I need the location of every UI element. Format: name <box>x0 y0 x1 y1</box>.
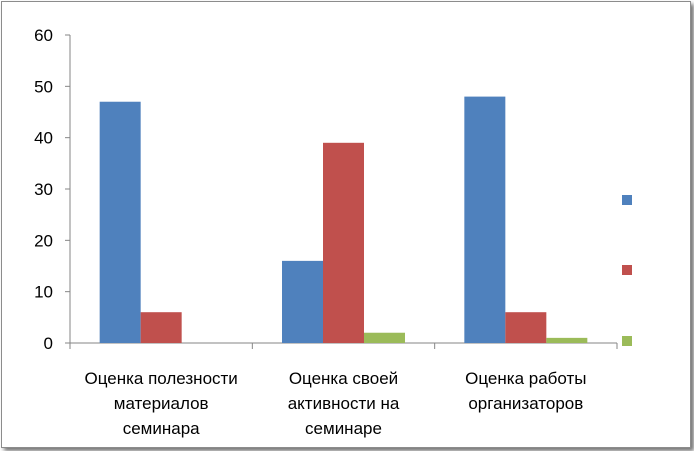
category-label-line: Оценка полезности <box>85 369 238 388</box>
y-tick-label: 50 <box>34 77 53 96</box>
category-labels: Оценка полезности материалов семинараОценк… <box>85 369 587 438</box>
category-label: Оценка полезности материалов семинара <box>85 369 238 438</box>
y-tick-label: 60 <box>34 26 53 45</box>
category-label-line: семинара <box>123 419 200 438</box>
legend-marker <box>622 195 632 205</box>
category-label: Оценка работы организаторов <box>465 369 586 413</box>
category-label-line: организаторов <box>468 394 583 413</box>
bar <box>364 332 405 343</box>
category-label-line: Оценка своей <box>289 369 398 388</box>
bar <box>505 312 547 343</box>
category-label-line: семинаре <box>305 419 382 438</box>
category-label-line: активности на <box>288 394 400 413</box>
y-tick-label: 30 <box>34 180 53 199</box>
y-tick-label: 0 <box>44 334 53 353</box>
legend-marker <box>622 265 632 275</box>
category-label: Оценка своей активности на семинаре <box>288 369 400 438</box>
y-tick-label: 10 <box>34 283 53 302</box>
category-label-line: Оценка работы <box>465 369 586 388</box>
legend-marker <box>622 336 632 346</box>
bar <box>464 96 506 343</box>
category-label-line: материалов <box>114 394 209 413</box>
bar <box>99 101 141 343</box>
bar <box>282 260 323 343</box>
bar <box>140 312 182 343</box>
bars <box>99 96 588 343</box>
y-tick-label: 20 <box>34 231 53 250</box>
legend <box>622 195 632 346</box>
y-tick-label: 40 <box>34 129 53 148</box>
bar <box>323 142 364 343</box>
bar <box>546 337 588 343</box>
y-tick-labels: 0 10 20 30 40 50 60 <box>34 26 53 353</box>
